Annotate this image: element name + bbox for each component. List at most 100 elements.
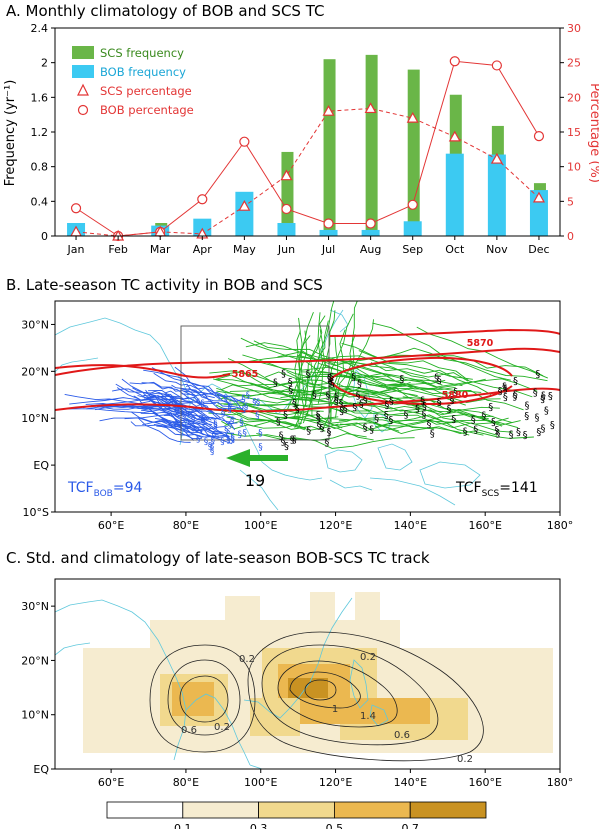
bob-frequency-bar bbox=[193, 218, 212, 236]
y-tick-label: 10°N bbox=[21, 709, 49, 722]
x-tick-label: 160°E bbox=[468, 776, 501, 789]
legend-swatch bbox=[72, 65, 94, 78]
bob-genesis-marker: § bbox=[208, 441, 213, 451]
bob-genesis-marker: § bbox=[223, 394, 228, 404]
bob-track bbox=[185, 384, 242, 410]
scs-genesis-marker: § bbox=[339, 398, 344, 409]
scs-genesis-marker: § bbox=[473, 424, 478, 435]
bob-genesis-marker: § bbox=[241, 394, 246, 404]
bob-genesis-marker: § bbox=[200, 399, 205, 409]
bob-track bbox=[150, 390, 204, 409]
panel-b-title: B. Late-season TC activity in BOB and SC… bbox=[6, 276, 323, 294]
tcf-bob-label: TCFBOB=94 bbox=[67, 480, 142, 499]
scs-genesis-marker: § bbox=[334, 392, 339, 403]
bob-track bbox=[156, 425, 234, 443]
y-tick-label: 0 bbox=[41, 230, 48, 243]
scs-track bbox=[324, 413, 489, 426]
y-tick-label: 2 bbox=[41, 57, 48, 70]
x-tick-label: 120°E bbox=[319, 519, 352, 532]
bob-track bbox=[115, 383, 190, 413]
scs-genesis-marker: § bbox=[495, 428, 500, 439]
bob-genesis-marker: § bbox=[226, 435, 231, 445]
scs-track bbox=[265, 371, 430, 386]
shift-arrow bbox=[226, 449, 288, 467]
scs-genesis-marker: § bbox=[541, 424, 546, 435]
scs-track bbox=[284, 417, 455, 431]
x-tick-label: Feb bbox=[108, 243, 127, 256]
scs-genesis-marker: § bbox=[389, 396, 394, 407]
scs-genesis-marker: § bbox=[320, 423, 325, 434]
bob-track bbox=[183, 390, 244, 402]
bob-genesis-marker: § bbox=[198, 415, 203, 425]
bob-genesis-marker: § bbox=[220, 437, 225, 447]
scs-genesis-marker: § bbox=[524, 411, 529, 422]
scs-genesis-marker: § bbox=[534, 412, 539, 423]
scs-genesis-marker: § bbox=[422, 401, 427, 412]
x-tick-label: 180° bbox=[547, 776, 574, 789]
y-tick-label: EQ bbox=[33, 459, 49, 472]
scs-track bbox=[215, 374, 373, 414]
bob-genesis-marker: § bbox=[242, 428, 247, 438]
left-axis-label: Frequency (yr⁻¹) bbox=[3, 80, 18, 187]
bob-track bbox=[151, 367, 221, 400]
bob-genesis-marker: § bbox=[231, 435, 236, 445]
scs-percentage-line bbox=[75, 107, 540, 237]
bob-genesis-marker: § bbox=[224, 426, 229, 436]
scs-genesis-marker: § bbox=[449, 395, 454, 406]
scs-genesis-marker: § bbox=[273, 377, 278, 388]
y-tick-label: 1.6 bbox=[31, 91, 49, 104]
bob-genesis-marker: § bbox=[192, 422, 197, 432]
scs-track bbox=[217, 403, 339, 420]
y-tick-label: 0.8 bbox=[31, 161, 49, 174]
colorbar: 0.1 0.3 0.5 0.7 bbox=[106, 801, 487, 829]
scs-track bbox=[326, 406, 534, 439]
bob-genesis-marker: § bbox=[230, 433, 235, 443]
scs-track bbox=[216, 390, 309, 404]
scs-track bbox=[224, 421, 306, 429]
scs-genesis-marker: § bbox=[324, 438, 329, 449]
scs-track bbox=[225, 432, 415, 449]
y-tick-label: 30°N bbox=[21, 600, 49, 613]
scs-genesis-marker: § bbox=[524, 401, 529, 412]
scs-genesis-marker: § bbox=[292, 434, 297, 445]
scs-frequency-bar bbox=[323, 59, 336, 237]
scs-track bbox=[338, 388, 450, 406]
scs-percentage-point bbox=[364, 102, 377, 114]
bob-frequency-bar bbox=[445, 153, 464, 236]
bob-genesis-marker: § bbox=[239, 418, 244, 428]
panel-c-title: C. Std. and climatology of late-season B… bbox=[6, 549, 430, 567]
bob-frequency-bar bbox=[277, 223, 296, 236]
tcf-bob-main: TCF bbox=[67, 480, 94, 496]
scs-genesis-marker: § bbox=[502, 382, 507, 393]
scs-track bbox=[361, 398, 513, 424]
scs-genesis-marker: § bbox=[494, 425, 499, 436]
contour-label: 1 bbox=[332, 704, 338, 715]
scs-genesis-marker: § bbox=[404, 410, 409, 421]
bob-genesis-marker: § bbox=[256, 398, 261, 408]
x-tick-label: Jan bbox=[67, 243, 85, 256]
scs-percentage-point bbox=[490, 152, 503, 164]
bob-genesis-marker: § bbox=[228, 420, 233, 430]
contour-label: 0.6 bbox=[394, 730, 410, 741]
scs-genesis-marker: § bbox=[281, 369, 286, 380]
scs-genesis-marker: § bbox=[279, 430, 284, 441]
scs-track bbox=[359, 381, 482, 395]
bob-genesis-marker: § bbox=[242, 405, 247, 415]
colorbar-bin bbox=[333, 801, 411, 819]
x-tick-label: Mar bbox=[150, 243, 171, 256]
scs-percentage-point bbox=[280, 169, 293, 181]
scs-genesis-marker: § bbox=[503, 392, 508, 403]
y2-tick-label: 0 bbox=[567, 230, 574, 243]
bob-genesis-marker: § bbox=[258, 442, 263, 452]
bob-frequency-bar bbox=[487, 154, 506, 236]
bob-track bbox=[141, 382, 211, 411]
scs-genesis-marker: § bbox=[355, 390, 360, 401]
x-tick-label: Oct bbox=[445, 243, 465, 256]
bob-track bbox=[69, 397, 179, 405]
panel-a-chart: Jan Feb Mar Apr May Jun Jul Aug Sep Oct Nov Dec 0 0.4… bbox=[3, 22, 599, 256]
scs-percentage-point bbox=[238, 199, 251, 211]
y-tick-label: 10°S bbox=[23, 506, 49, 519]
scs-track bbox=[309, 301, 335, 403]
scs-track bbox=[298, 339, 321, 428]
